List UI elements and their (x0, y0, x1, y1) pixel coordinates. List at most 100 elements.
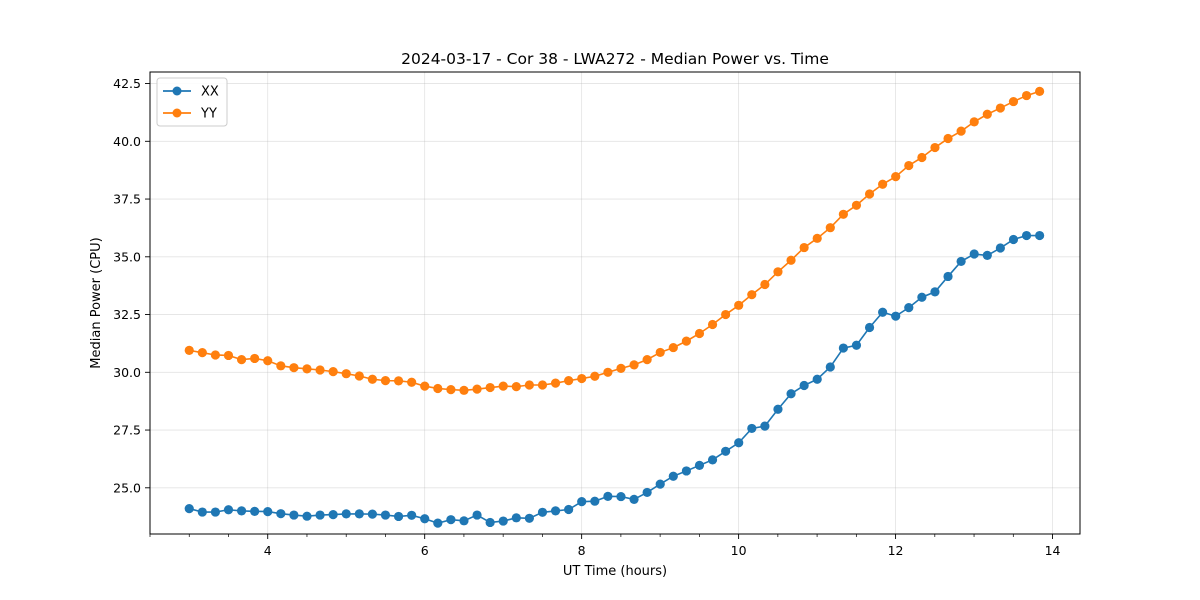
data-point-xx (681, 466, 691, 476)
data-point-yy (982, 109, 992, 119)
data-point-yy (590, 371, 600, 381)
data-point-yy (367, 374, 377, 384)
data-point-yy (485, 382, 495, 393)
x-tick-label: 6 (421, 543, 429, 558)
data-point-xx (694, 460, 705, 470)
data-point-xx (786, 389, 796, 399)
data-point-xx (367, 509, 377, 519)
data-point-yy (472, 384, 482, 394)
data-point-yy (655, 347, 665, 358)
data-point-xx (485, 517, 495, 528)
data-point-xx (498, 516, 508, 526)
data-point-yy (864, 189, 875, 199)
data-point-xx (917, 292, 927, 302)
legend-marker-yy (172, 108, 182, 118)
data-point-xx (773, 404, 783, 414)
y-tick-label: 32.5 (113, 307, 141, 322)
data-point-xx (315, 510, 325, 520)
data-point-yy (354, 371, 364, 381)
data-point-xx (472, 510, 482, 520)
data-point-yy (564, 376, 574, 386)
data-point-xx (1008, 234, 1019, 245)
data-point-xx (891, 311, 901, 321)
data-point-yy (550, 378, 561, 388)
x-tick-label: 10 (731, 543, 747, 558)
data-point-yy (799, 242, 809, 253)
data-point-xx (603, 491, 613, 501)
data-point-xx (393, 511, 404, 522)
data-point-xx (655, 479, 665, 489)
plot-frame (149, 71, 1081, 535)
data-point-xx (642, 487, 652, 498)
y-tick-label: 40.0 (113, 134, 141, 149)
data-point-xx (668, 471, 678, 481)
data-point-xx (864, 322, 875, 333)
data-point-xx (629, 494, 639, 504)
data-point-yy (511, 382, 521, 392)
data-point-xx (707, 455, 718, 465)
data-point-xx (969, 249, 979, 259)
y-axis-label: Median Power (CPU) (89, 237, 104, 368)
data-point-yy (668, 342, 678, 353)
data-point-yy (603, 367, 613, 377)
data-point-xx (904, 303, 914, 313)
data-point-yy (250, 353, 260, 364)
data-point-xx (524, 513, 534, 523)
data-point-yy (433, 383, 443, 394)
data-point-xx (734, 438, 744, 448)
series-layer (184, 86, 1045, 528)
data-point-yy (943, 133, 953, 144)
data-point-yy (184, 345, 194, 355)
data-point-xx (550, 506, 561, 516)
data-point-xx (210, 507, 221, 517)
data-point-xx (302, 511, 312, 521)
y-tick-label: 42.5 (113, 76, 141, 91)
legend: XX YY (156, 77, 228, 127)
data-point-xx (577, 497, 587, 507)
data-point-yy (210, 350, 221, 360)
data-point-xx (1035, 230, 1045, 241)
data-point-xx (276, 509, 286, 519)
data-point-yy (786, 255, 796, 265)
data-point-xx (825, 362, 835, 372)
data-point-yy (577, 373, 587, 384)
data-point-xx (616, 491, 626, 502)
data-point-yy (302, 364, 312, 374)
data-point-xx (263, 506, 273, 517)
y-tick-label: 25.0 (113, 480, 141, 495)
data-point-yy (734, 300, 744, 310)
x-tick-label: 4 (264, 543, 272, 558)
data-point-yy (341, 369, 351, 379)
data-point-yy (995, 103, 1005, 113)
data-point-yy (1021, 90, 1032, 101)
data-point-yy (446, 385, 456, 395)
data-point-xx (197, 507, 207, 517)
data-point-xx (341, 509, 351, 519)
data-point-yy (904, 160, 914, 171)
data-point-xx (760, 421, 770, 431)
data-point-yy (236, 354, 247, 365)
data-point-xx (1021, 230, 1032, 241)
data-point-xx (995, 243, 1005, 253)
data-point-yy (721, 309, 731, 320)
data-point-yy (694, 328, 705, 339)
legend-marker-xx (172, 86, 182, 96)
data-point-yy (459, 385, 469, 395)
data-point-yy (223, 350, 234, 361)
data-point-yy (616, 363, 626, 373)
data-point-xx (838, 343, 848, 353)
data-point-yy (537, 380, 548, 390)
data-point-yy (407, 377, 417, 387)
y-tick-label: 27.5 (113, 423, 141, 438)
data-point-yy (263, 356, 273, 366)
data-point-xx (812, 374, 822, 384)
x-tick-label: 8 (578, 543, 586, 558)
x-axis-label: UT Time (hours) (563, 564, 667, 579)
legend-label-yy: YY (200, 107, 217, 122)
data-point-yy (878, 179, 888, 189)
data-point-xx (289, 510, 299, 520)
data-point-xx (511, 513, 521, 523)
data-point-yy (747, 290, 757, 300)
chart-title: 2024-03-17 - Cor 38 - LWA272 - Median Po… (401, 50, 829, 68)
